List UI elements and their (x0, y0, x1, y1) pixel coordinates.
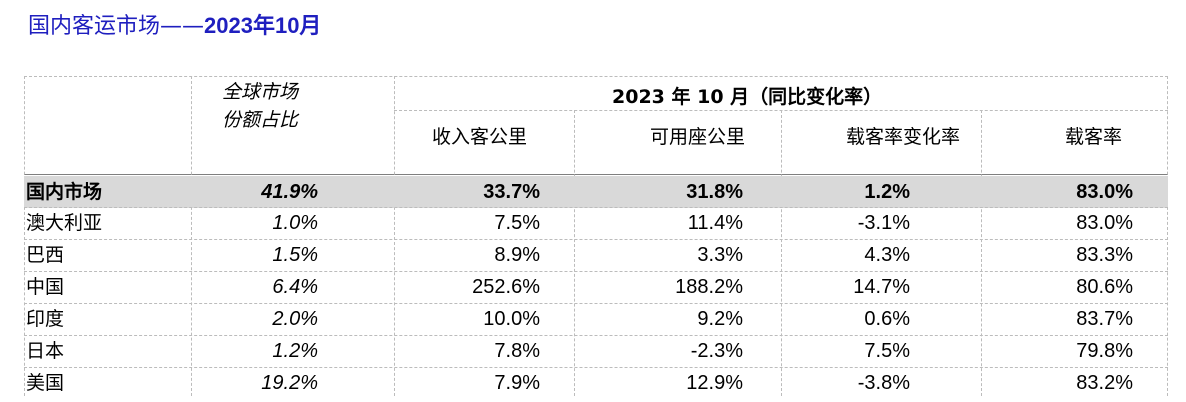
row-divider (24, 207, 1168, 208)
grid-v6 (981, 110, 982, 396)
row-rpk: 7.9% (494, 372, 540, 394)
col-header-plf: 载客率 (1065, 126, 1123, 148)
row-name: 印度 (26, 308, 65, 330)
col-header-ask: 可用座公里 (650, 126, 746, 148)
grid-v4 (574, 110, 575, 396)
row-plf-change: 0.6% (864, 308, 910, 330)
row-name: 中国 (26, 276, 65, 298)
row-plf: 80.6% (1076, 276, 1133, 298)
grid-top (24, 76, 1168, 77)
table-row: 澳大利亚 1.0% 7.5% 11.4% -3.1% 83.0% (24, 207, 1168, 239)
row-share: 2.0% (272, 308, 318, 330)
table-row: 中国 6.4% 252.6% 188.2% 14.7% 80.6% (24, 271, 1168, 303)
table-row: 日本 1.2% 7.8% -2.3% 7.5% 79.8% (24, 335, 1168, 367)
row-plf-change: 1.2% (864, 181, 910, 203)
row-name: 国内市场 (26, 181, 103, 203)
row-ask: 188.2% (675, 276, 743, 298)
row-plf: 83.0% (1076, 212, 1133, 234)
row-plf: 83.2% (1076, 372, 1133, 394)
row-divider (24, 367, 1168, 368)
page-title: 国内客运市场——2023年10月 (28, 8, 321, 40)
row-rpk: 252.6% (472, 276, 540, 298)
row-plf-change: -3.8% (857, 372, 910, 394)
passenger-market-table: 全球市场 份额占比 2023 年 10 月（同比变化率） 收入客公里 可用座公里… (24, 76, 1168, 396)
row-share: 41.9% (261, 181, 318, 203)
row-name: 美国 (26, 372, 65, 394)
grid-v5 (781, 110, 782, 396)
share-header-line1: 全球市场 (222, 81, 299, 103)
row-ask: -2.3% (690, 340, 743, 362)
row-rpk: 8.9% (494, 244, 540, 266)
grid-v7 (1167, 76, 1168, 396)
grid-v2 (191, 76, 192, 396)
grid-v1 (24, 76, 25, 396)
row-plf-change: 14.7% (853, 276, 910, 298)
row-ask: 3.3% (697, 244, 743, 266)
share-header: 全球市场 份额占比 (222, 78, 298, 134)
row-plf-change: 4.3% (864, 244, 910, 266)
row-plf-change: -3.1% (857, 212, 910, 234)
title-date: 2023年10月 (204, 13, 322, 38)
row-plf: 83.0% (1076, 181, 1133, 203)
row-ask: 11.4% (687, 212, 743, 234)
col-header-rpk: 收入客公里 (432, 126, 528, 148)
row-plf-change: 7.5% (864, 340, 910, 362)
row-rpk: 7.8% (494, 340, 540, 362)
row-rpk: 10.0% (483, 308, 540, 330)
group-header: 2023 年 10 月（同比变化率） (612, 86, 883, 108)
row-divider (24, 271, 1168, 272)
table-row: 美国 19.2% 7.9% 12.9% -3.8% 83.2% (24, 367, 1168, 399)
row-share: 1.0% (272, 212, 318, 234)
row-rpk: 33.7% (483, 181, 540, 203)
row-name: 澳大利亚 (26, 212, 103, 234)
row-divider (24, 303, 1168, 304)
row-ask: 12.9% (686, 372, 743, 394)
grid-v3 (394, 76, 395, 396)
row-share: 1.2% (272, 340, 318, 362)
grid-header-bottom (24, 174, 1168, 175)
row-share: 19.2% (261, 372, 318, 394)
table-row: 印度 2.0% 10.0% 9.2% 0.6% 83.7% (24, 303, 1168, 335)
row-ask: 31.8% (686, 181, 743, 203)
table-row: 巴西 1.5% 8.9% 3.3% 4.3% 83.3% (24, 239, 1168, 271)
row-name: 巴西 (26, 244, 65, 266)
row-share: 6.4% (272, 276, 318, 298)
table-row: 国内市场 41.9% 33.7% 31.8% 1.2% 83.0% (24, 176, 1168, 208)
row-ask: 9.2% (697, 308, 743, 330)
row-rpk: 7.5% (494, 212, 540, 234)
share-header-line2: 份额占比 (222, 109, 299, 131)
row-plf: 83.3% (1076, 244, 1133, 266)
row-divider (24, 239, 1168, 240)
title-prefix: 国内客运市场—— (28, 14, 205, 39)
row-share: 1.5% (272, 244, 318, 266)
col-header-plf-change: 载客率变化率 (846, 126, 961, 148)
row-plf: 79.8% (1076, 340, 1133, 362)
row-divider (24, 335, 1168, 336)
row-name: 日本 (26, 340, 65, 362)
row-plf: 83.7% (1076, 308, 1133, 330)
